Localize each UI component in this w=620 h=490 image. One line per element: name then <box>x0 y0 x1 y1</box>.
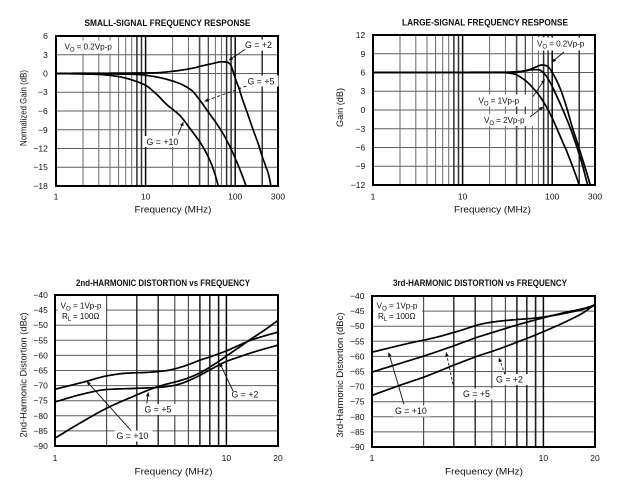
svg-text:−18: −18 <box>33 181 48 191</box>
svg-text:−45: −45 <box>33 305 48 315</box>
svg-text:2nd-Harmonic Distortion (dBc): 2nd-Harmonic Distortion (dBc) <box>18 312 28 437</box>
svg-text:Normalized Gain (dB): Normalized Gain (dB) <box>18 70 28 146</box>
svg-text:−6: −6 <box>38 106 48 116</box>
svg-text:= 100Ω: = 100Ω <box>73 312 99 321</box>
svg-text:= 100Ω: = 100Ω <box>389 312 415 321</box>
svg-text:−3: −3 <box>355 124 365 134</box>
svg-text:−9: −9 <box>38 125 48 135</box>
svg-text:Frequency (MHz): Frequency (MHz) <box>135 205 212 215</box>
svg-text:20: 20 <box>273 453 283 463</box>
svg-text:G = +5: G = +5 <box>248 77 275 87</box>
svg-text:G = +5: G = +5 <box>145 405 172 415</box>
svg-text:−90: −90 <box>350 442 365 452</box>
svg-text:−6: −6 <box>355 143 365 153</box>
svg-text:−80: −80 <box>350 412 365 422</box>
svg-text:−65: −65 <box>350 367 365 377</box>
svg-text:−45: −45 <box>350 306 365 316</box>
svg-text:10: 10 <box>141 192 151 202</box>
svg-text:G = +10: G = +10 <box>117 431 149 441</box>
svg-text:−12: −12 <box>33 144 48 154</box>
svg-text:10: 10 <box>222 453 232 463</box>
svg-text:G = +10: G = +10 <box>147 137 179 147</box>
svg-text:−85: −85 <box>350 427 365 437</box>
svg-text:300: 300 <box>588 192 602 202</box>
svg-text:−50: −50 <box>350 321 365 331</box>
svg-text:6: 6 <box>43 31 48 41</box>
svg-text:0: 0 <box>360 105 365 115</box>
svg-text:RL: RL <box>62 312 72 323</box>
svg-text:−60: −60 <box>350 351 365 361</box>
svg-text:20: 20 <box>590 453 600 463</box>
svg-text:−9: −9 <box>355 161 365 171</box>
svg-text:3: 3 <box>360 86 365 96</box>
svg-text:G = +2: G = +2 <box>245 40 272 50</box>
svg-text:RL: RL <box>378 312 388 323</box>
svg-text:100: 100 <box>228 192 242 202</box>
svg-text:100: 100 <box>545 192 559 202</box>
svg-text:−70: −70 <box>350 382 365 392</box>
svg-text:−90: −90 <box>33 441 48 451</box>
svg-text:−65: −65 <box>33 366 48 376</box>
svg-text:= 1Vp-p: = 1Vp-p <box>73 302 102 311</box>
svg-text:−85: −85 <box>33 426 48 436</box>
svg-text:0: 0 <box>43 69 48 79</box>
svg-text:LARGE-SIGNAL FREQUENCY RESPONS: LARGE-SIGNAL FREQUENCY RESPONSE <box>402 18 568 28</box>
svg-text:1: 1 <box>54 192 59 202</box>
svg-text:3: 3 <box>43 50 48 60</box>
svg-text:−55: −55 <box>350 336 365 346</box>
svg-text:−15: −15 <box>33 162 48 172</box>
svg-text:SMALL-SIGNAL FREQUENCY RESPONS: SMALL-SIGNAL FREQUENCY RESPONSE <box>85 18 251 28</box>
svg-text:6: 6 <box>360 68 365 78</box>
svg-text:10: 10 <box>539 453 549 463</box>
svg-text:−60: −60 <box>33 350 48 360</box>
svg-text:2nd-HARMONIC DISTORTION vs FRE: 2nd-HARMONIC DISTORTION vs FREQUENCY <box>76 278 251 288</box>
svg-text:−50: −50 <box>33 320 48 330</box>
svg-text:−70: −70 <box>33 381 48 391</box>
svg-text:12: 12 <box>356 30 366 40</box>
svg-text:VO: VO <box>61 302 71 313</box>
svg-text:VO = 2Vp-p: VO = 2Vp-p <box>484 116 525 127</box>
svg-text:VO = 0.2Vp-p: VO = 0.2Vp-p <box>537 40 585 51</box>
svg-text:9: 9 <box>360 49 365 59</box>
svg-text:3rd-HARMONIC DISTORTION vs FRE: 3rd-HARMONIC DISTORTION vs FREQUENCY <box>393 278 568 288</box>
svg-text:−80: −80 <box>33 411 48 421</box>
svg-text:VO = 1Vp-p: VO = 1Vp-p <box>479 97 520 108</box>
svg-text:VO = 0.2Vp-p: VO = 0.2Vp-p <box>65 43 113 54</box>
svg-text:Gain (dB): Gain (dB) <box>335 88 345 127</box>
svg-text:G = +5: G = +5 <box>463 389 490 399</box>
svg-text:300: 300 <box>271 192 285 202</box>
svg-text:1: 1 <box>370 453 375 463</box>
svg-text:1: 1 <box>53 453 58 463</box>
svg-text:G = +2: G = +2 <box>232 390 259 400</box>
svg-text:= 1Vp-p: = 1Vp-p <box>389 302 418 311</box>
svg-text:−75: −75 <box>33 396 48 406</box>
svg-text:−55: −55 <box>33 335 48 345</box>
svg-text:−75: −75 <box>350 397 365 407</box>
svg-text:G = +10: G = +10 <box>395 406 427 416</box>
svg-text:1: 1 <box>371 192 376 202</box>
svg-text:−3: −3 <box>38 87 48 97</box>
svg-text:Frequency (MHz): Frequency (MHz) <box>445 467 523 477</box>
svg-text:10: 10 <box>458 192 468 202</box>
svg-text:−40: −40 <box>350 291 365 301</box>
svg-text:Frequency (MHz): Frequency (MHz) <box>135 467 213 477</box>
svg-text:−40: −40 <box>33 290 48 300</box>
svg-text:G = +2: G = +2 <box>496 375 523 385</box>
svg-text:VO: VO <box>377 302 387 313</box>
svg-text:Frequency (MHz): Frequency (MHz) <box>454 205 531 215</box>
svg-text:3rd-Harmonic Distortion (dBc): 3rd-Harmonic Distortion (dBc) <box>335 312 345 437</box>
svg-text:−12: −12 <box>351 180 366 190</box>
